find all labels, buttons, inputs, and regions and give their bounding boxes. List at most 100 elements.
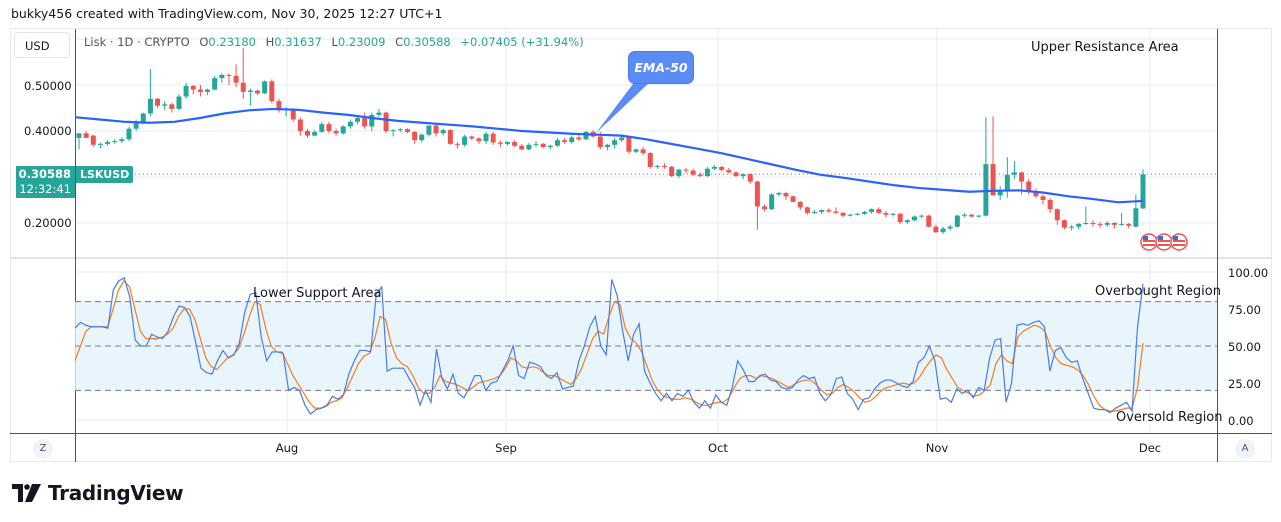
candle-body [333,131,339,134]
tradingview-logo[interactable]: TradingView [12,481,184,505]
candle-body [1133,208,1139,227]
lower-support-label[interactable]: Lower Support Area [253,286,382,301]
candle-body [619,137,625,141]
candle-body [433,125,439,134]
candle-body [255,90,261,94]
candle-body [169,104,175,109]
candle-body [797,201,803,208]
candle-body [612,140,618,145]
candle-body [983,164,989,216]
candle-body [604,144,610,148]
high-label: H [265,35,275,49]
candle-body [1076,223,1082,227]
candle-body [155,98,161,106]
candle-body [1111,223,1117,225]
tradingview-logo-icon [12,484,41,502]
upper-resistance-label[interactable]: Upper Resistance Area [1031,40,1179,55]
candle-body [790,196,796,202]
candle-body [376,112,382,115]
candle-body [926,215,932,227]
rsi-tick: 75.00 [1228,303,1261,317]
candle-body [726,170,732,173]
overbought-label[interactable]: Overbought Region [1095,284,1221,299]
candle-body [976,215,982,217]
candle-body [197,89,203,92]
time-tick-oct: Oct [708,441,728,455]
candle-body [783,193,789,197]
candle-body [483,133,489,142]
candle-body [1090,223,1096,224]
candle-body [419,134,425,141]
candle-body [562,140,568,143]
candle-body [1011,172,1017,175]
price-tick: 0.50000 [24,79,72,93]
high-value: 0.31637 [274,35,322,49]
candle-body [597,136,603,148]
candle-body [512,142,518,146]
symbol-line[interactable]: Lisk · 1D · CRYPTO [84,35,190,49]
candle-body [105,142,111,144]
time-tick-aug: Aug [275,441,299,455]
low-value: 0.23009 [337,35,386,49]
rsi-line [74,277,1144,415]
candle-body [1140,174,1146,209]
candle-body [1054,209,1060,221]
candle-body [190,85,196,90]
candle-body [390,130,396,132]
open-label: O [199,35,209,49]
candle-body [519,145,525,150]
candle-body [233,75,239,83]
candle-body [340,126,346,134]
flag-stripe [1143,240,1155,242]
candle-body [326,124,332,131]
price-tick: 0.40000 [24,124,72,138]
candle-body [1061,220,1067,228]
candle-body [1026,181,1032,192]
price-tick: 0.20000 [24,216,72,230]
candle-body [776,193,782,195]
candle-body [369,114,375,127]
candle-body [426,125,432,135]
candle-body [362,118,368,127]
candle-body [83,133,89,138]
candle-body [690,170,696,175]
candle-body [412,131,418,141]
candle-body [126,128,132,140]
candle-body [1083,223,1089,224]
candle-body [833,211,839,213]
rsi-tick: 0.00 [1228,414,1254,428]
auto-scale-button[interactable]: A [1235,439,1255,459]
currency-selector[interactable]: USD [14,32,70,58]
candle-body [290,108,296,120]
flag-stripe [1158,244,1170,246]
candle-body [840,212,846,216]
candle-body [262,81,268,94]
candle-body [854,213,860,215]
candle-body [654,165,660,167]
candle-body [240,82,246,92]
candle-body [383,112,389,131]
candle-body [462,136,468,145]
candle-body [504,142,510,144]
candle-body [740,174,746,177]
candle-body [961,214,967,216]
candle-body [112,141,118,143]
oversold-label[interactable]: Oversold Region [1116,410,1223,425]
candle-body [133,121,139,129]
left-axis-toggle-button[interactable]: Z [33,439,53,459]
candle-body [640,149,646,154]
attribution-text: bukky456 created with TradingView.com, N… [11,6,443,21]
candle-body [1047,200,1053,210]
candle-body [1119,223,1125,225]
candle-body [812,211,818,213]
ema-50-callout[interactable]: EMA-50 [628,51,694,84]
candle-body [704,168,710,177]
candle-body [990,164,996,196]
change-value: +0.07405 (+31.94%) [460,35,584,49]
candle-body [276,101,282,111]
candle-body [76,133,82,138]
flag-stripe [1158,240,1170,242]
time-tick-sep: Sep [495,441,517,455]
candle-body [719,166,725,171]
